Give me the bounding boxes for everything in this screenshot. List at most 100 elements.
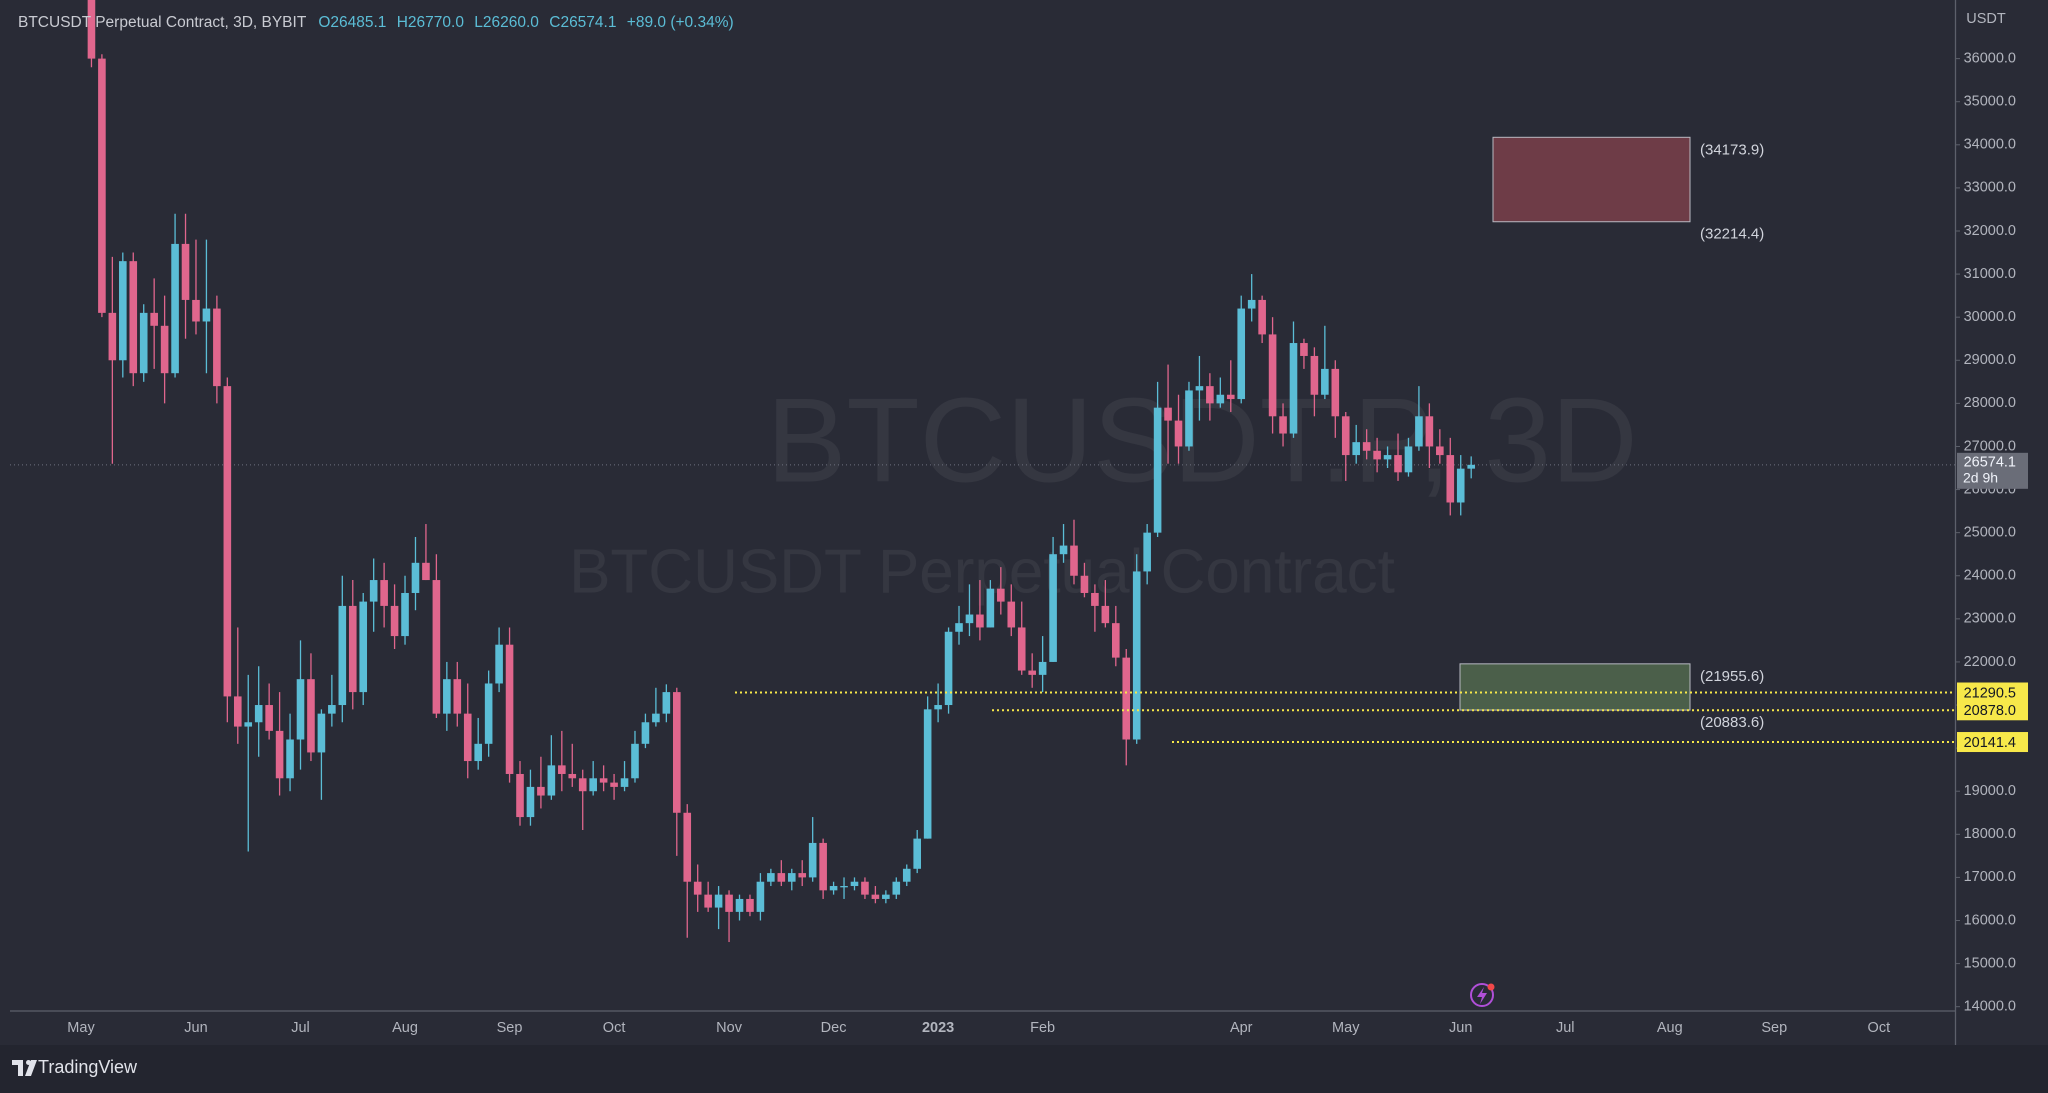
zone-bottom-label: (32214.4) (1700, 226, 1764, 243)
candle-body (401, 592, 409, 637)
candle-body (307, 679, 315, 753)
candle-body (1111, 623, 1120, 658)
level-tag (1957, 682, 2028, 703)
y-tick-label: 19000.0 (1964, 783, 2016, 799)
candle-body (213, 308, 221, 387)
countdown-label: 2d 9h (1963, 470, 1998, 486)
candle-body (1289, 343, 1298, 434)
candle-body (558, 765, 566, 774)
candle-body (997, 588, 1005, 602)
candle-body (150, 312, 158, 326)
candle-body (463, 713, 472, 762)
candle-body (1153, 407, 1162, 533)
candle-body (1341, 416, 1350, 456)
candle-body (1383, 455, 1392, 460)
candle-body (1279, 416, 1287, 434)
level-tag (1957, 700, 2028, 721)
y-tick-label: 16000.0 (1964, 912, 2016, 928)
brand-logo[interactable] (12, 1060, 37, 1076)
candle-body (568, 773, 577, 779)
candle-body (411, 562, 420, 593)
candle-body (1132, 571, 1141, 740)
candle-body (108, 312, 117, 361)
level-tag-label: 20878.0 (1964, 703, 2016, 719)
candle-body (432, 580, 441, 714)
candle-body (725, 894, 733, 912)
x-tick-label: Oct (1868, 1020, 1891, 1036)
candle-body (704, 894, 712, 908)
candle-body (599, 778, 608, 783)
candle-body (986, 588, 995, 628)
candle-body (328, 705, 336, 714)
header: BTCUSDT Perpetual Contract, 3D, BYBIT O2… (18, 14, 734, 31)
level-tag (1957, 732, 2028, 753)
candle-body (443, 679, 451, 714)
candle-body (422, 562, 430, 581)
candle-body (1394, 455, 1402, 473)
candle-body (902, 868, 911, 882)
candle-body (923, 709, 932, 839)
candle-body (882, 894, 890, 899)
candle-body (767, 873, 775, 882)
candle-body (1404, 446, 1413, 473)
last-price-tag (1957, 452, 2028, 489)
candle-body (181, 243, 190, 300)
y-tick-label: 32000.0 (1964, 223, 2016, 239)
y-tick-label: 28000.0 (1964, 395, 2016, 411)
candle-body (1185, 390, 1193, 447)
candle-body (641, 722, 650, 744)
candle-body (829, 886, 838, 891)
candle-body (1216, 394, 1225, 404)
candle-body (819, 842, 827, 891)
y-tick-label: 35000.0 (1964, 94, 2016, 110)
candle-body (808, 842, 817, 878)
candle-body (192, 299, 200, 322)
candle-body (1195, 386, 1204, 391)
candle-body (1101, 605, 1110, 624)
y-tick-label: 23000.0 (1964, 611, 2016, 627)
candle-body (139, 312, 148, 374)
high-value: H26770.0 (397, 14, 465, 31)
candle-body (1174, 420, 1183, 447)
last-price-label: 26574.1 (1964, 455, 2016, 471)
candle-body (787, 873, 796, 882)
candle-body (474, 743, 482, 762)
y-tick-label: 15000.0 (1964, 955, 2016, 971)
candle-body (892, 881, 901, 895)
brand-name[interactable]: TradingView (38, 1057, 138, 1077)
x-tick-label: Oct (603, 1020, 626, 1036)
candle-body (537, 786, 545, 796)
candle-body (934, 705, 942, 710)
candle-body (380, 580, 388, 606)
candle-body (98, 58, 106, 313)
candle-body (1362, 442, 1371, 451)
watermark-subtitle: BTCUSDT Perpetual Contract (569, 537, 1395, 606)
candle-body (286, 739, 294, 779)
candle-body (119, 261, 127, 361)
candle-body (129, 261, 138, 374)
candle-body (662, 692, 671, 714)
candle-body (1206, 386, 1214, 404)
candle-body (160, 325, 169, 374)
candle-body (275, 730, 284, 779)
candle-body (620, 778, 629, 787)
candle-body (223, 386, 232, 697)
candle-body (1268, 334, 1277, 417)
candle-body (1059, 545, 1068, 555)
candle-body (756, 881, 765, 912)
footer-bar (0, 1045, 2048, 1093)
candle-body (683, 812, 692, 882)
alert-icon[interactable] (1470, 983, 1495, 1007)
candle-body (1028, 670, 1036, 675)
x-tick-label: 2023 (922, 1020, 954, 1036)
open-value: O26485.1 (318, 14, 386, 31)
y-tick-label: 34000.0 (1964, 137, 2016, 153)
candle-body (777, 873, 786, 882)
watermark-title: BTCUSDT.P, 3D (766, 374, 1637, 508)
candle-body (359, 601, 368, 693)
candle-body (1467, 464, 1475, 469)
candle-body (850, 881, 859, 887)
candle-body (1331, 368, 1340, 417)
candle-body (1321, 368, 1329, 395)
candle-body (348, 605, 357, 693)
